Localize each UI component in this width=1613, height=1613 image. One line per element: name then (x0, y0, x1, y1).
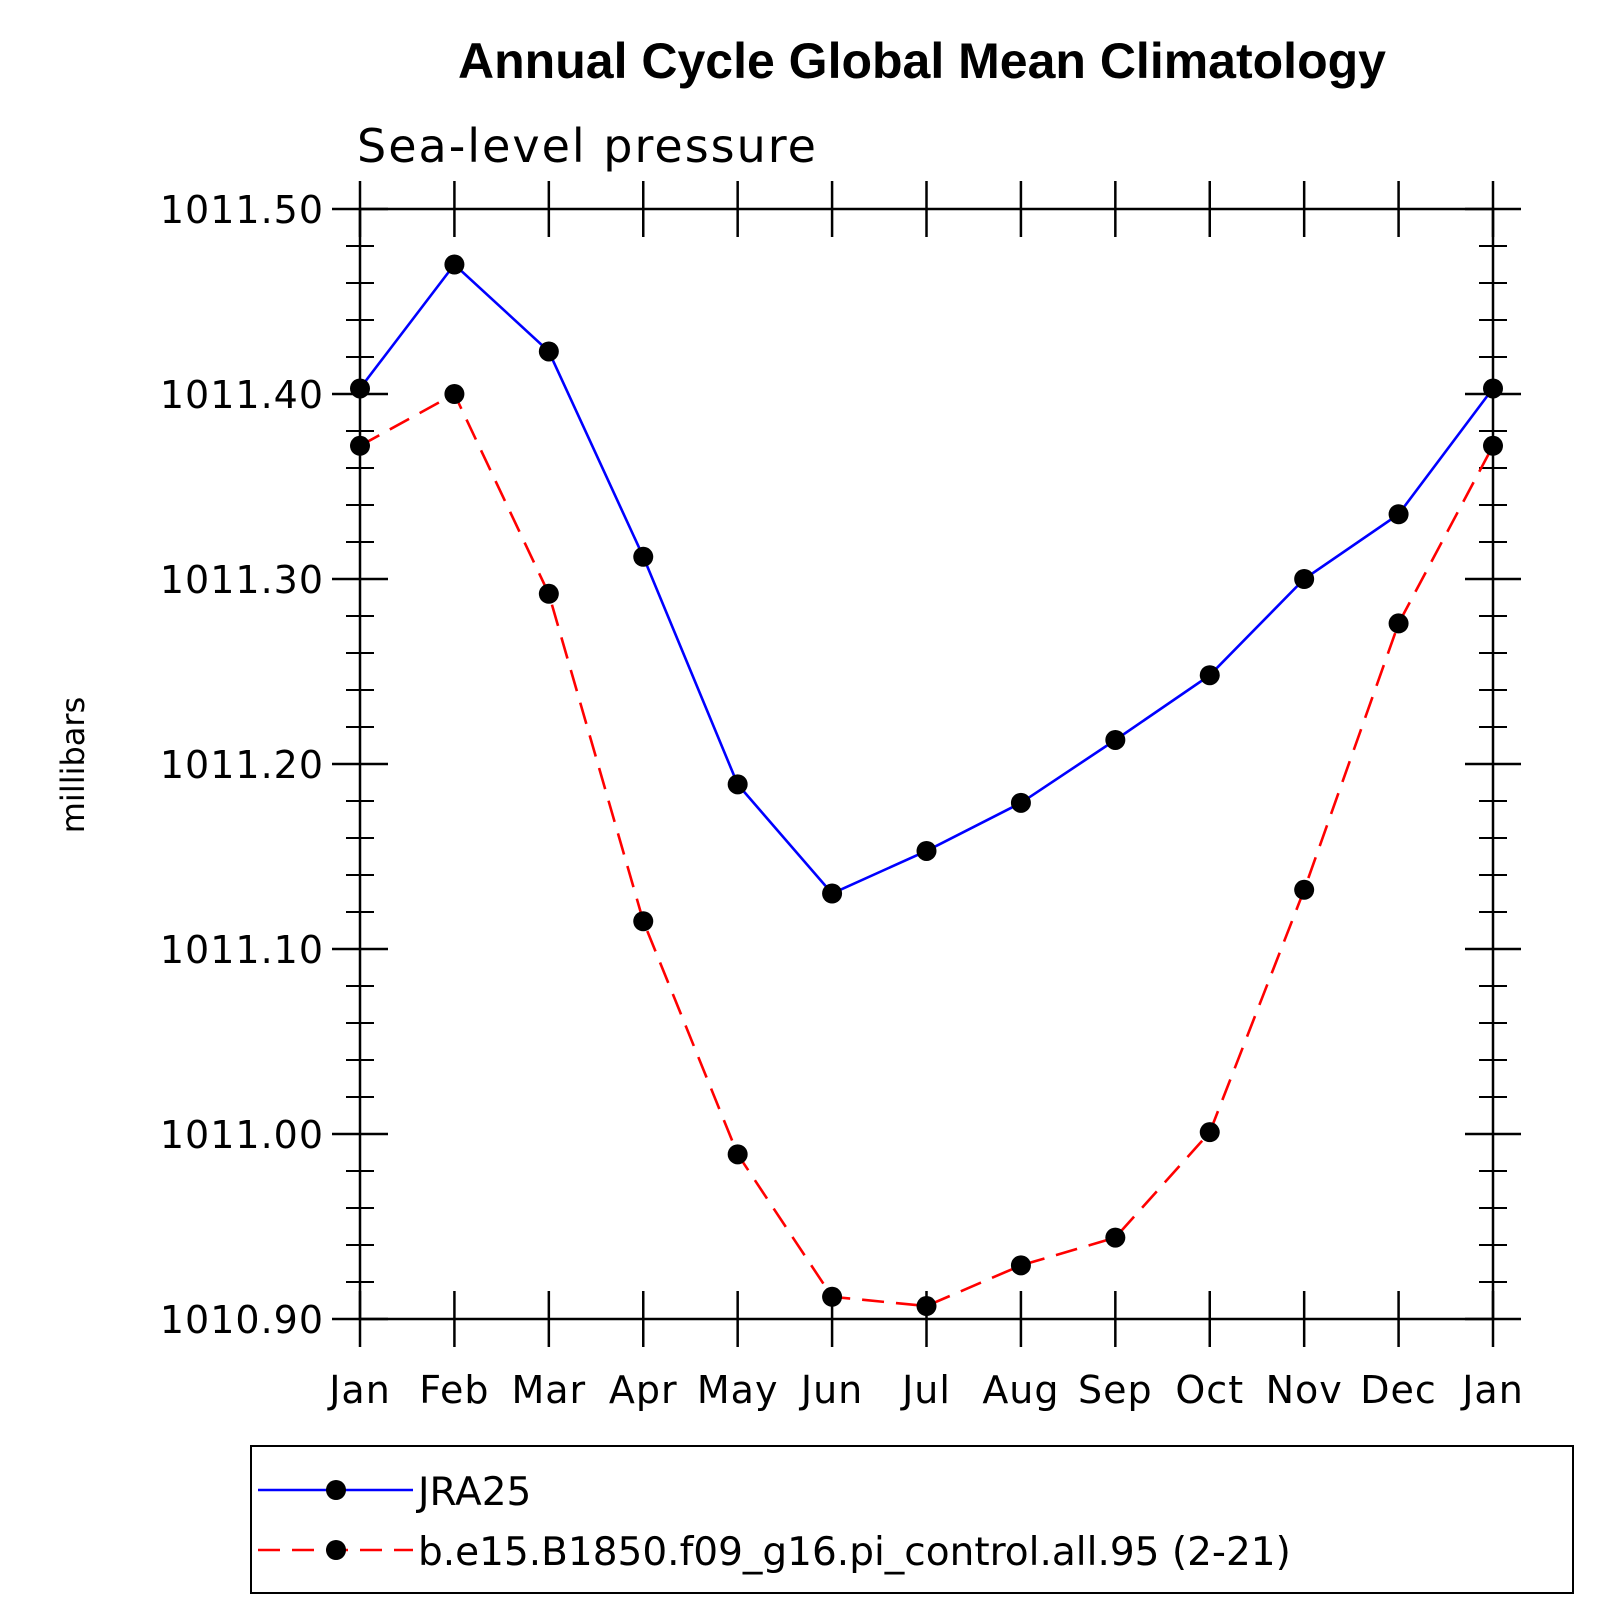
y-tick-label: 1010.90 (160, 1298, 324, 1342)
data-point-series-0 (1388, 504, 1409, 525)
data-point-series-0 (1199, 665, 1220, 686)
data-point-series-0 (1105, 729, 1126, 750)
x-tick-label: Dec (1360, 1368, 1437, 1412)
x-tick-label: Feb (419, 1368, 489, 1412)
series-layer (350, 254, 1503, 1317)
data-point-series-0 (538, 341, 559, 362)
x-tick-label: Jan (1460, 1368, 1524, 1412)
data-point-series-1 (1388, 613, 1409, 634)
data-point-series-0 (727, 774, 748, 795)
legend: JRA25 b.e15.B1850.f09_g16.pi_control.all.… (250, 1445, 1574, 1594)
legend-marker-1 (326, 1540, 346, 1560)
chart-subtitle: Sea-level pressure (357, 119, 818, 173)
legend-label-1: b.e15.B1850.f09_g16.pi_control.all.95 (2… (418, 1530, 1291, 1575)
x-tick-label: Jan (327, 1368, 391, 1412)
x-tick-label: Apr (609, 1368, 678, 1412)
data-point-series-0 (1294, 569, 1315, 589)
y-tick-label: 1011.00 (160, 1113, 324, 1157)
y-tick-label: 1011.10 (160, 928, 324, 972)
legend-marker-0 (326, 1480, 346, 1500)
data-point-series-1 (822, 1286, 843, 1307)
data-point-series-1 (1294, 879, 1315, 900)
x-tick-label: May (697, 1368, 779, 1412)
x-tick-label: Nov (1266, 1368, 1343, 1412)
x-tick-label: Mar (511, 1368, 586, 1412)
legend-label-0: JRA25 (415, 1470, 531, 1515)
tick-labels: 1010.90 1011.00 1011.10 1011.20 1011.30 1011.… (160, 188, 1524, 1412)
data-point-series-0 (822, 883, 843, 904)
data-point-series-1 (633, 911, 654, 932)
data-point-series-1 (1010, 1255, 1031, 1276)
chart-title: Annual Cycle Global Mean Climatology (458, 33, 1386, 89)
plot-frame (358, 207, 1495, 1321)
legend-box (250, 1445, 1574, 1594)
y-tick-label: 1011.20 (160, 743, 324, 787)
data-point-series-1 (538, 583, 559, 604)
data-point-series-1 (1199, 1122, 1220, 1143)
y-tick-label: 1011.50 (160, 188, 324, 232)
x-tick-label: Oct (1175, 1368, 1244, 1412)
y-tick-label: 1011.30 (160, 558, 324, 602)
data-point-series-1 (1105, 1227, 1126, 1248)
x-tick-label: Sep (1078, 1368, 1153, 1412)
y-axis-label: millibars (54, 697, 92, 833)
x-tick-label: Aug (982, 1368, 1059, 1412)
data-point-series-0 (633, 546, 654, 567)
y-tick-label: 1011.40 (160, 373, 324, 417)
data-point-series-0 (1010, 792, 1031, 813)
data-point-series-1 (444, 384, 465, 404)
data-point-series-0 (916, 840, 937, 861)
data-point-series-1 (727, 1144, 748, 1165)
data-point-series-1 (916, 1296, 937, 1317)
axis-ticks (332, 181, 1521, 1347)
x-tick-label: Jul (900, 1368, 951, 1412)
data-point-series-0 (444, 254, 465, 275)
series-line-0 (358, 262, 1495, 896)
x-tick-label: Jun (799, 1368, 863, 1412)
